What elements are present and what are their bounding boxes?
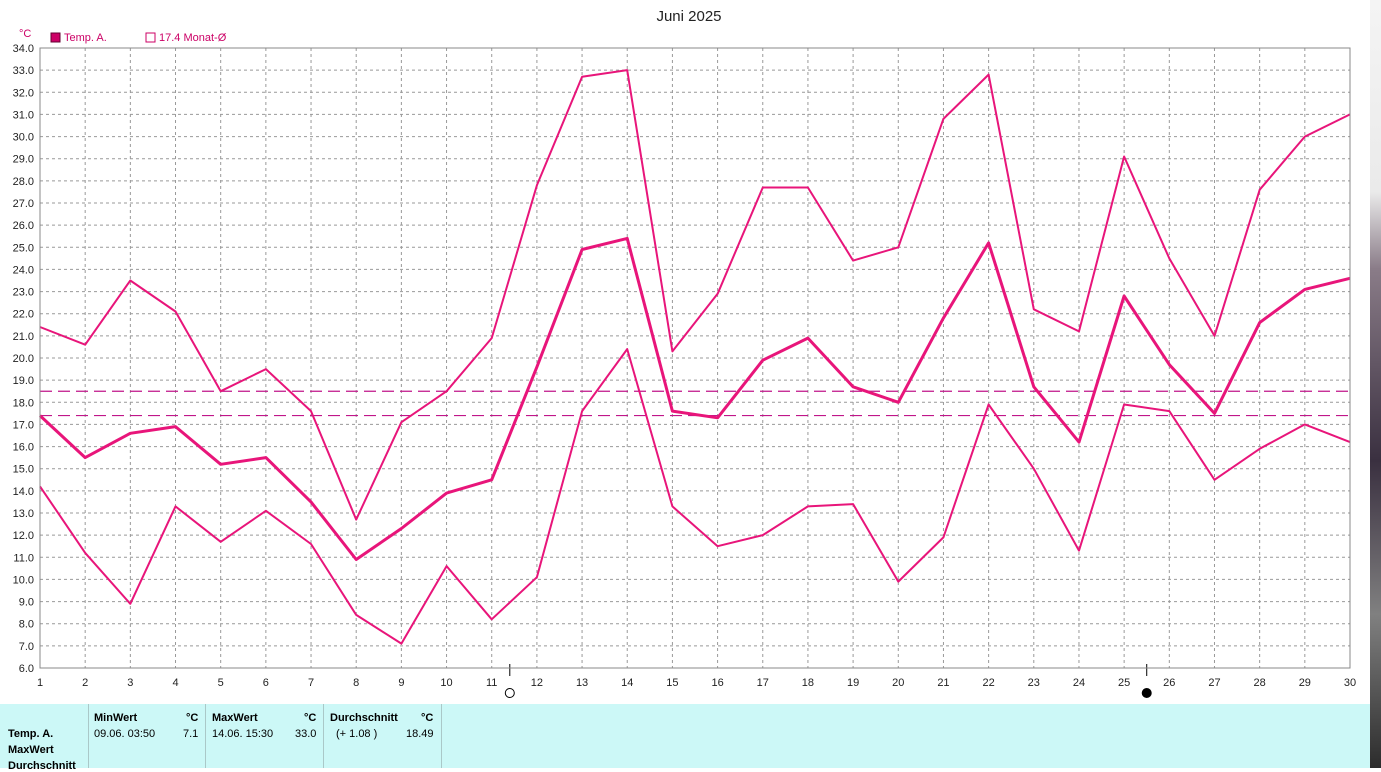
y-tick-label: 32.0 bbox=[13, 87, 34, 99]
x-tick-label: 8 bbox=[353, 677, 359, 689]
avg-unit: °C bbox=[421, 712, 434, 724]
stats-row-label-max: MaxWert bbox=[8, 744, 54, 756]
series-lines bbox=[38, 69, 1351, 645]
x-tick-label: 27 bbox=[1208, 677, 1220, 689]
series-line-min bbox=[39, 348, 1351, 645]
y-tick-label: 7.0 bbox=[19, 641, 34, 653]
chart-title: Juni 2025 bbox=[656, 8, 721, 25]
desktop-background-edge bbox=[1370, 0, 1381, 768]
max-header: MaxWert bbox=[212, 712, 258, 724]
stats-row-label-temp: Temp. A. bbox=[8, 728, 54, 740]
y-tick-label: 8.0 bbox=[19, 619, 34, 631]
legend-swatch-month-avg bbox=[145, 32, 156, 43]
y-tick-label: 25.0 bbox=[13, 242, 34, 254]
x-tick-label: 11 bbox=[486, 677, 497, 689]
x-tick-label: 28 bbox=[1254, 677, 1266, 689]
y-tick-label: 19.0 bbox=[13, 375, 34, 387]
plot-frame bbox=[39, 47, 1351, 669]
x-tick-label: 22 bbox=[982, 677, 994, 689]
min-header: MinWert bbox=[94, 712, 138, 724]
y-tick-label: 28.0 bbox=[13, 176, 34, 188]
y-tick-label: 9.0 bbox=[19, 597, 34, 609]
y-tick-label: 10.0 bbox=[13, 574, 34, 586]
series-line-avg bbox=[38, 236, 1351, 561]
x-tick-label: 1 bbox=[37, 677, 43, 689]
y-tick-label: 13.0 bbox=[13, 508, 34, 520]
y-tick-label: 14.0 bbox=[13, 486, 34, 498]
min-unit: °C bbox=[186, 712, 199, 724]
x-tick-label: 24 bbox=[1073, 677, 1085, 689]
max-unit: °C bbox=[304, 712, 317, 724]
y-tick-label: 21.0 bbox=[13, 331, 34, 343]
x-tick-label: 15 bbox=[666, 677, 678, 689]
x-tick-label: 9 bbox=[398, 677, 404, 689]
y-tick-label: 34.0 bbox=[13, 43, 34, 55]
x-tick-label: 4 bbox=[172, 677, 178, 689]
x-tick-label: 21 bbox=[937, 677, 949, 689]
x-tick-label: 17 bbox=[757, 677, 769, 689]
avg-header: Durchschnitt bbox=[330, 712, 398, 724]
y-tick-label: 31.0 bbox=[13, 109, 34, 121]
min-datetime: 09.06. 03:50 bbox=[94, 728, 156, 740]
stats-divider bbox=[323, 704, 324, 768]
x-tick-label: 6 bbox=[263, 677, 269, 689]
x-axis-ticks: 1 2 3 4 5 6 7 8 9 10 11 12 13 14 15 16 17 18 19 20 21 22 23 24 2… bbox=[37, 677, 1356, 689]
x-tick-label: 18 bbox=[802, 677, 814, 689]
stats-divider bbox=[205, 704, 206, 768]
series-line-max bbox=[39, 69, 1351, 521]
avg-delta: (+ 1.08 ) bbox=[336, 728, 378, 740]
x-tick-label: 3 bbox=[127, 677, 133, 689]
y-tick-label: 12.0 bbox=[13, 530, 34, 542]
unit-label: °C bbox=[19, 28, 31, 40]
y-tick-label: 24.0 bbox=[13, 264, 34, 276]
x-tick-label: 5 bbox=[218, 677, 224, 689]
x-tick-label: 2 bbox=[82, 677, 88, 689]
moon-markers bbox=[504, 664, 1152, 698]
new-moon-icon bbox=[1141, 688, 1152, 698]
y-tick-label: 18.0 bbox=[13, 397, 34, 409]
x-tick-label: 26 bbox=[1163, 677, 1175, 689]
max-datetime: 14.06. 15:30 bbox=[212, 728, 274, 740]
y-tick-label: 17.0 bbox=[13, 419, 34, 431]
x-tick-label: 30 bbox=[1344, 677, 1356, 689]
y-tick-label: 27.0 bbox=[13, 198, 34, 210]
y-tick-label: 30.0 bbox=[13, 132, 34, 144]
y-tick-label: 29.0 bbox=[13, 154, 34, 166]
x-tick-label: 13 bbox=[576, 677, 588, 689]
avg-value: 18.49 bbox=[406, 728, 434, 740]
stats-divider bbox=[88, 704, 89, 768]
legend-swatch-temp bbox=[50, 32, 61, 43]
stats-divider bbox=[441, 704, 442, 768]
x-tick-label: 10 bbox=[440, 677, 452, 689]
max-value: 33.0 bbox=[295, 728, 317, 740]
y-tick-label: 23.0 bbox=[13, 287, 34, 299]
grid bbox=[39, 47, 1351, 669]
x-tick-label: 12 bbox=[531, 677, 543, 689]
y-tick-label: 11.0 bbox=[13, 552, 34, 564]
temperature-chart: Juni 2025 °C Temp. A. 17.4 Monat-Ø 6.0 7.… bbox=[13, 8, 1356, 698]
y-axis-ticks: 6.0 7.0 8.0 9.0 10.0 11.0 12.0 13.0 14.0 15.0 16.0… bbox=[13, 43, 34, 675]
x-tick-label: 16 bbox=[711, 677, 723, 689]
legend-label-month-avg: 17.4 Monat-Ø bbox=[159, 32, 227, 44]
y-tick-label: 16.0 bbox=[13, 442, 34, 454]
x-tick-label: 19 bbox=[847, 677, 859, 689]
legend-label-temp: Temp. A. bbox=[64, 32, 107, 44]
y-tick-label: 15.0 bbox=[13, 464, 34, 476]
x-tick-label: 25 bbox=[1118, 677, 1130, 689]
full-moon-icon bbox=[504, 688, 515, 698]
y-tick-label: 26.0 bbox=[13, 220, 34, 232]
x-tick-label: 29 bbox=[1299, 677, 1311, 689]
statistics-panel: Temp. A. MaxWert Durchschnitt MinWert °C… bbox=[0, 704, 1370, 772]
x-tick-label: 14 bbox=[621, 677, 633, 689]
stats-row-label-avg: Durchschnitt bbox=[8, 760, 76, 772]
x-tick-label: 7 bbox=[308, 677, 314, 689]
y-tick-label: 6.0 bbox=[19, 663, 34, 675]
x-tick-label: 23 bbox=[1028, 677, 1040, 689]
y-tick-label: 33.0 bbox=[13, 65, 34, 77]
x-tick-label: 20 bbox=[892, 677, 904, 689]
reference-lines bbox=[40, 390, 1350, 417]
y-tick-label: 20.0 bbox=[13, 353, 34, 365]
y-tick-label: 22.0 bbox=[13, 309, 34, 321]
min-value: 7.1 bbox=[183, 728, 199, 740]
